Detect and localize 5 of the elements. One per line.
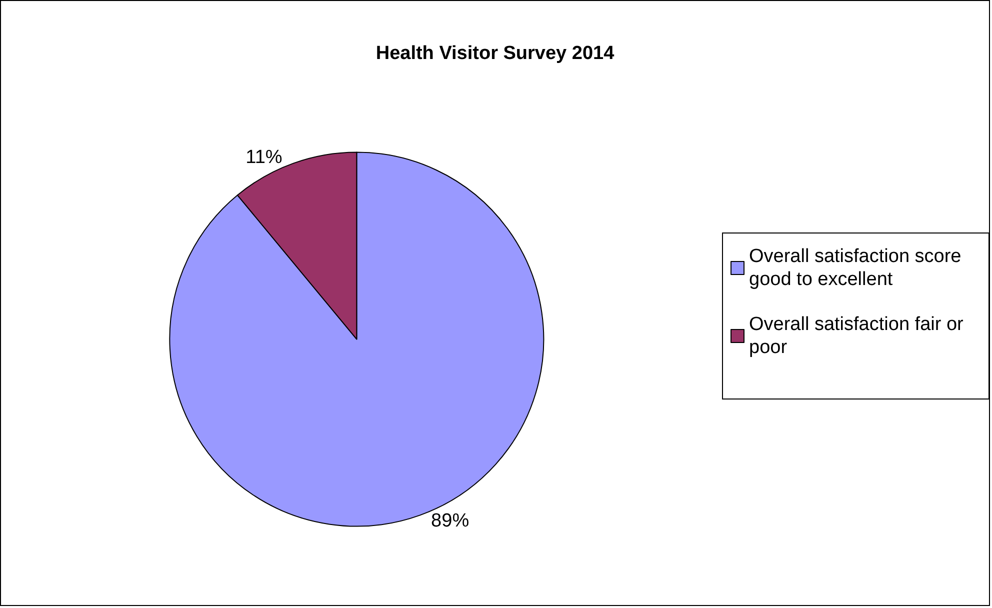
- legend-label: Overall satisfaction fair or poor: [749, 314, 969, 358]
- legend-label: Overall satisfaction score good to excellent: [749, 246, 967, 290]
- data-label: 11%: [246, 147, 282, 168]
- data-label: 89%: [431, 510, 470, 532]
- chart-title: Health Visitor Survey 2014: [376, 43, 615, 64]
